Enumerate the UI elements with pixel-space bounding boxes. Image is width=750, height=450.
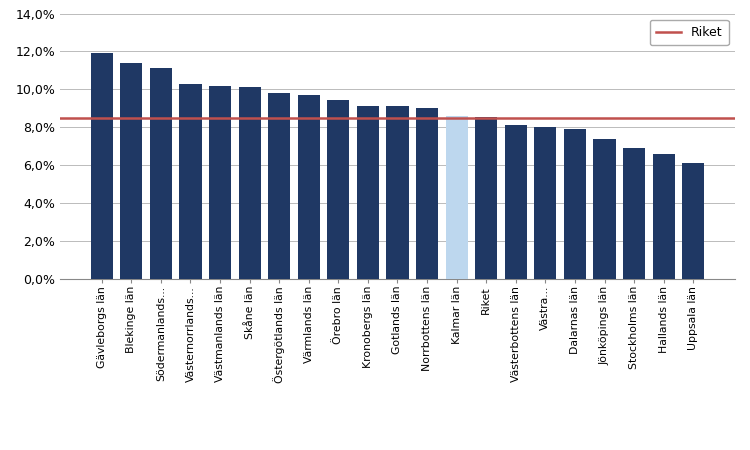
- Bar: [682, 163, 704, 279]
- Bar: [593, 139, 616, 279]
- Bar: [652, 154, 675, 279]
- Bar: [179, 84, 202, 279]
- Bar: [298, 95, 320, 279]
- Bar: [209, 86, 231, 279]
- Bar: [476, 117, 497, 279]
- Bar: [505, 126, 527, 279]
- Bar: [564, 129, 586, 279]
- Bar: [327, 100, 350, 279]
- Bar: [416, 108, 438, 279]
- Bar: [238, 87, 261, 279]
- Bar: [534, 127, 556, 279]
- Bar: [150, 68, 172, 279]
- Bar: [386, 107, 409, 279]
- Bar: [120, 63, 142, 279]
- Bar: [91, 53, 112, 279]
- Bar: [268, 93, 290, 279]
- Bar: [446, 116, 468, 279]
- Bar: [357, 107, 379, 279]
- Legend: Riket: Riket: [650, 20, 729, 45]
- Bar: [623, 148, 645, 279]
